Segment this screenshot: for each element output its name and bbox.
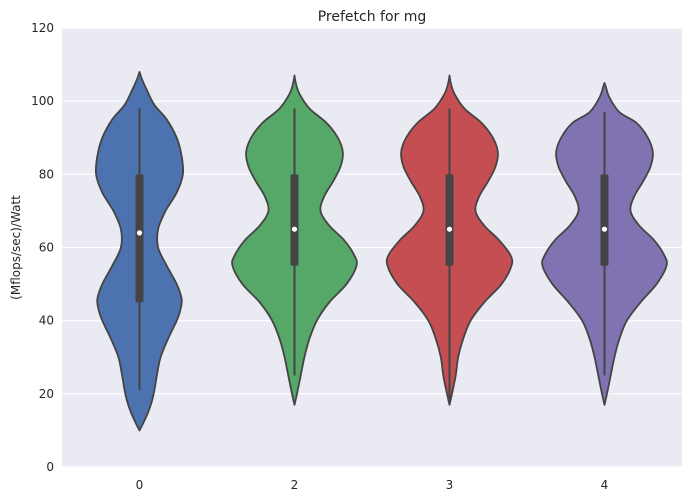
violin-3 bbox=[385, 74, 514, 406]
violin-median-point bbox=[446, 226, 453, 232]
x-tick-label: 2 bbox=[291, 478, 299, 492]
violin-2 bbox=[231, 74, 358, 406]
x-tick-label: 3 bbox=[446, 478, 454, 492]
y-tick-label: 0 bbox=[46, 460, 54, 474]
violin-median-point bbox=[136, 230, 143, 236]
y-tick-label: 100 bbox=[31, 94, 54, 108]
y-tick-label: 60 bbox=[39, 241, 54, 255]
violin-iqr-box bbox=[135, 174, 144, 303]
chart-title: Prefetch for mg bbox=[318, 9, 427, 25]
y-axis-title: (Mflops/sec)/Watt bbox=[9, 195, 23, 300]
violin-iqr-box bbox=[600, 174, 609, 266]
y-tick-label: 120 bbox=[31, 21, 54, 35]
violins bbox=[94, 71, 668, 432]
violin-median-point bbox=[291, 226, 298, 232]
violin-4 bbox=[541, 81, 668, 406]
y-tick-label: 20 bbox=[39, 387, 54, 401]
violin-iqr-box bbox=[290, 174, 299, 266]
violin-iqr-box bbox=[445, 174, 454, 266]
x-tick-label: 4 bbox=[601, 478, 609, 492]
violin-median-point bbox=[601, 226, 608, 232]
y-tick-label: 80 bbox=[39, 167, 54, 181]
y-tick-labels: 0 20 40 60 80 100 120 bbox=[31, 21, 54, 474]
y-tick-label: 40 bbox=[39, 314, 54, 328]
x-tick-labels: 0 2 3 4 bbox=[136, 478, 609, 492]
x-tick-label: 0 bbox=[136, 478, 144, 492]
violin-0 bbox=[94, 71, 185, 432]
